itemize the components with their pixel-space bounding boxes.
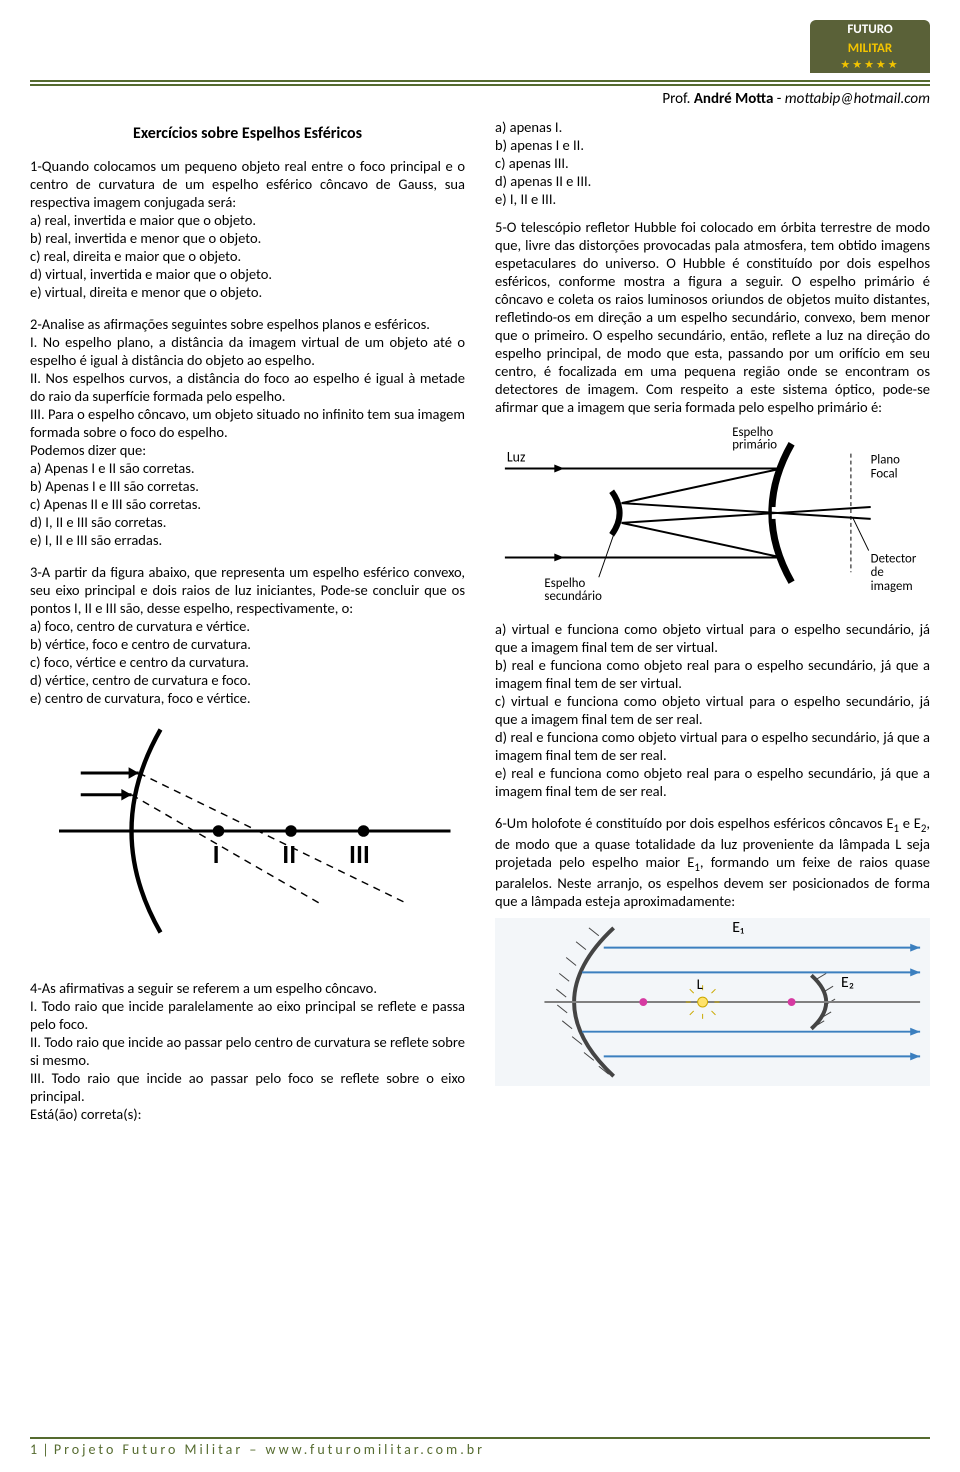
q3-lead: 3-A partir da figura abaixo, que represe… [30,563,465,617]
header-rule-1 [30,80,930,82]
q2-opt-b: b) Apenas I e III são corretas. [30,477,465,495]
q3-opt-c: c) foco, vértice e centro da curvatura. [30,653,465,671]
q6-label-e1: E₁ [732,918,744,937]
question-2: 2-Analise as afirmações seguintes sobre … [30,315,465,549]
q4-opt-e: e) I, II e III. [495,190,930,208]
footer-rule [30,1437,930,1439]
q1-lead: 1-Quando colocamos um pequeno objeto rea… [30,157,465,211]
q4-opt-c: c) apenas III. [495,154,930,172]
q5-label-prim-l2: primário [732,438,777,453]
q5-label-plano-l1: Plano [871,453,900,468]
q5-label-det-l2: de [871,565,884,580]
q4-opt-d: d) apenas II e III. [495,172,930,190]
q3-label-iii: III [349,839,370,871]
q4-lead: 4-As afirmativas a seguir se referem a u… [30,979,465,997]
q4-opt-b: b) apenas I e II. [495,136,930,154]
q2-stmt-iii: III. Para o espelho côncavo, um objeto s… [30,405,465,441]
question-3: 3-A partir da figura abaixo, que represe… [30,563,465,965]
page: FUTURO MILITAR ★★★★★ Prof. André Motta -… [0,0,960,1472]
column-left: Exercícios sobre Espelhos Esféricos 1-Qu… [30,118,465,1137]
q5-opt-c: c) virtual e funciona como objeto virtua… [495,692,930,728]
q4-stmt-iii: III. Todo raio que incide ao passar pelo… [30,1069,465,1105]
q5-label-sec-l2: secundário [544,589,602,602]
q2-opt-c: c) Apenas II e III são corretas. [30,495,465,513]
q3-label-ii: II [282,839,296,871]
q6-label-e2: E₂ [841,973,854,992]
byline-email: mottabip@hotmail.com [785,90,930,108]
q5-label-det-l3: imagem [871,579,913,594]
footer-sep: | [38,1441,54,1458]
q4-stmt-i: I. Todo raio que incide paralelamente ao… [30,997,465,1033]
question-4: 4-As afirmativas a seguir se referem a u… [30,979,465,1123]
header-rule-2 [30,84,930,86]
q5-opt-b: b) real e funciona como objeto real para… [495,656,930,692]
q5-diagram: Luz Espelho secundário Espelho primário … [495,424,930,602]
q2-lead: 2-Analise as afirmações seguintes sobre … [30,315,465,333]
q5-opt-d: d) real e funciona como objeto virtual p… [495,728,930,764]
q5-opt-a: a) virtual e funciona como objeto virtua… [495,620,930,656]
q3-opt-b: b) vértice, foco e centro de curvatura. [30,635,465,653]
q6-label-l: L [697,975,703,993]
q6-diagram: E₁ E₂ L [495,918,930,1086]
q4-esta: Está(ão) correta(s): [30,1105,465,1123]
byline: Prof. André Motta - mottabip@hotmail.com [30,90,930,108]
byline-sep: - [773,90,784,108]
byline-name: André Motta [694,90,774,108]
footer: 1 | Projeto Futuro Militar – www.futurom… [30,1435,930,1458]
footer-text: Projeto Futuro Militar – www.futuromilit… [54,1441,485,1458]
question-6: 6-Um holofote é constituído por dois esp… [495,814,930,1104]
q4-stmt-ii: II. Todo raio que incide ao passar pelo … [30,1033,465,1069]
page-title: Exercícios sobre Espelhos Esféricos [30,124,465,143]
q6-lead-p0: 6-Um holofote é constituído por dois esp… [495,814,894,832]
q3-opt-d: d) vértice, centro de curvatura e foco. [30,671,465,689]
header: FUTURO MILITAR ★★★★★ [30,20,930,74]
column-right: a) apenas I. b) apenas I e II. c) apenas… [495,118,930,1137]
brand-logo: FUTURO MILITAR ★★★★★ [810,20,930,74]
question-1: 1-Quando colocamos um pequeno objeto rea… [30,157,465,301]
brand-top: FUTURO [810,20,930,39]
q1-opt-b: b) real, invertida e menor que o objeto. [30,229,465,247]
q1-opt-e: e) virtual, direita e menor que o objeto… [30,283,465,301]
q5-label-luz: Luz [507,449,526,466]
q3-diagram: I II III [30,715,465,947]
brand-stars: ★★★★★ [810,58,930,73]
q2-stmt-i: I. No espelho plano, a distância da imag… [30,333,465,369]
q5-opt-e: e) real e funciona como objeto real para… [495,764,930,800]
q4-options-right: a) apenas I. b) apenas I e II. c) apenas… [495,118,930,208]
q1-opt-c: c) real, direita e maior que o objeto. [30,247,465,265]
q5-label-plano-l2: Focal [871,466,898,481]
q1-opt-d: d) virtual, invertida e maior que o obje… [30,265,465,283]
q5-lead: 5-O telescópio refletor Hubble foi coloc… [495,218,930,416]
q2-opt-d: d) I, II e III são corretas. [30,513,465,531]
byline-prefix: Prof. [662,90,693,108]
q5-label-det-l1: Detector [871,551,917,566]
q1-opt-a: a) real, invertida e maior que o objeto. [30,211,465,229]
q4-opt-a: a) apenas I. [495,118,930,136]
q2-podemos: Podemos dizer que: [30,441,465,459]
q3-label-i: I [213,839,220,871]
q2-opt-e: e) I, II e III são erradas. [30,531,465,549]
question-5: 5-O telescópio refletor Hubble foi coloc… [495,218,930,800]
footer-page: 1 [30,1441,38,1458]
brand-bottom: MILITAR [810,39,930,58]
q2-opt-a: a) Apenas I e II são corretas. [30,459,465,477]
q2-stmt-ii: II. Nos espelhos curvos, a distância do … [30,369,465,405]
q3-opt-a: a) foco, centro de curvatura e vértice. [30,617,465,635]
content-columns: Exercícios sobre Espelhos Esféricos 1-Qu… [30,118,930,1137]
q3-opt-e: e) centro de curvatura, foco e vértice. [30,689,465,707]
q6-lead-p1: e E [899,814,921,832]
q6-lead: 6-Um holofote é constituído por dois esp… [495,814,930,910]
